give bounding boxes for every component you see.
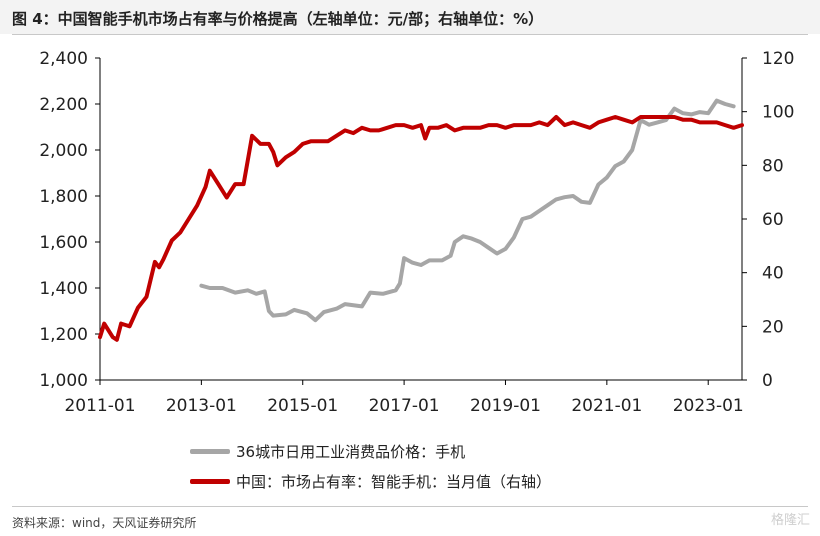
y-right-tick-label: 20 bbox=[762, 317, 784, 337]
series-line-red bbox=[98, 115, 744, 342]
x-tick-label: 2013-01 bbox=[166, 396, 237, 416]
x-tick-label: 2021-01 bbox=[571, 396, 642, 416]
footer-divider bbox=[12, 506, 808, 507]
y-left-tick-label: 1,000 bbox=[39, 371, 88, 391]
y-right-tick-label: 80 bbox=[762, 156, 784, 176]
y-right-tick-label: 0 bbox=[762, 371, 773, 391]
title-bar: 图 4：中国智能手机市场占有率与价格提高（左轴单位：元/部；右轴单位：%） bbox=[0, 0, 820, 34]
title-divider bbox=[12, 34, 808, 35]
legend-item-red: 中国：市场占有率：智能手机：当月值（右轴） bbox=[190, 466, 551, 496]
y-right-tick-label: 120 bbox=[762, 49, 794, 69]
x-tick-label: 2019-01 bbox=[470, 396, 541, 416]
x-tick-label: 2015-01 bbox=[267, 396, 338, 416]
y-right-tick-label: 60 bbox=[762, 210, 784, 230]
legend: 36城市日用工业消费品价格：手机 中国：市场占有率：智能手机：当月值（右轴） bbox=[190, 436, 551, 496]
legend-swatch-red bbox=[190, 478, 230, 484]
y-right-tick-label: 100 bbox=[762, 103, 794, 123]
x-tick-label: 2023-01 bbox=[673, 396, 744, 416]
watermark: 格隆汇 bbox=[770, 513, 810, 528]
y-left-tick-label: 1,200 bbox=[39, 325, 88, 345]
y-right-tick-label: 40 bbox=[762, 264, 784, 284]
y-left-tick-label: 2,000 bbox=[39, 141, 88, 161]
chart-area: 1,000 1,200 1,400 1,600 1,800 2,000 2,200 2,400… bbox=[39, 49, 794, 416]
x-tick-label: 2011-01 bbox=[64, 396, 135, 416]
legend-swatch-gray bbox=[190, 448, 230, 454]
y-left-tick-label: 2,200 bbox=[39, 95, 88, 115]
legend-item-gray: 36城市日用工业消费品价格：手机 bbox=[190, 436, 551, 466]
y-left-tick-label: 2,400 bbox=[39, 49, 88, 69]
series-line-gray bbox=[199, 98, 736, 323]
y-left-tick-label: 1,400 bbox=[39, 279, 88, 299]
legend-label-gray: 36城市日用工业消费品价格：手机 bbox=[236, 442, 466, 461]
y-left-tick-label: 1,600 bbox=[39, 233, 88, 253]
legend-label-red: 中国：市场占有率：智能手机：当月值（右轴） bbox=[236, 472, 552, 491]
x-tick-label: 2017-01 bbox=[369, 396, 440, 416]
y-left-tick-label: 1,800 bbox=[39, 187, 88, 207]
source-note: 资料来源：wind，天风证券研究所 bbox=[12, 516, 197, 530]
chart-title: 图 4：中国智能手机市场占有率与价格提高（左轴单位：元/部；右轴单位：%） bbox=[12, 10, 544, 28]
